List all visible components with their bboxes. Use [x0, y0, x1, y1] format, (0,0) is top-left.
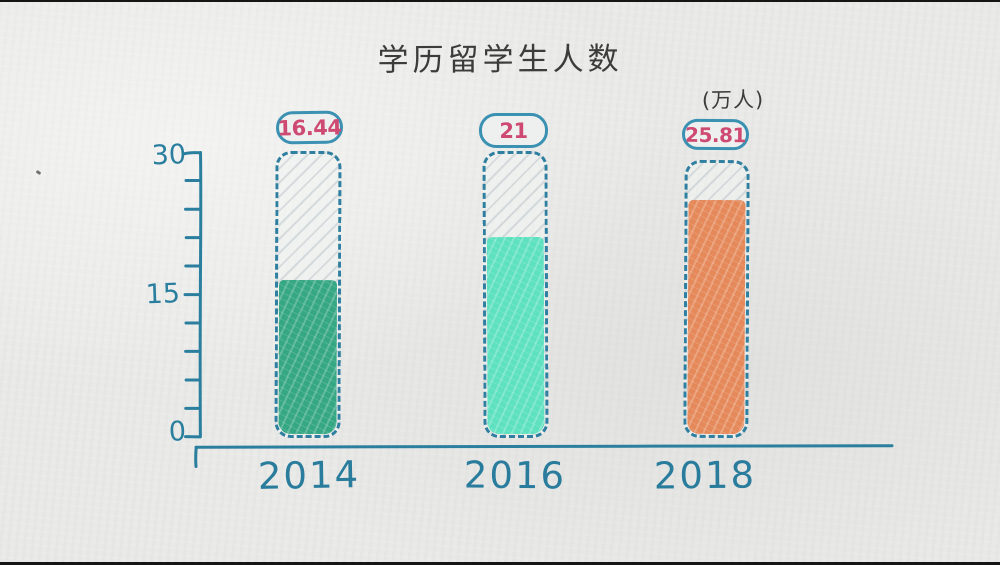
x-axis-line [194, 444, 894, 468]
letterbox-top [0, 0, 1000, 2]
value-badge: 16.44 [275, 110, 344, 145]
letterbox-bottom [0, 562, 1000, 565]
value-badge: 25.81 [681, 118, 750, 151]
y-axis-top-bracket [181, 151, 202, 156]
value-badge: 21 [479, 113, 548, 148]
y-axis-ticks [183, 179, 202, 410]
